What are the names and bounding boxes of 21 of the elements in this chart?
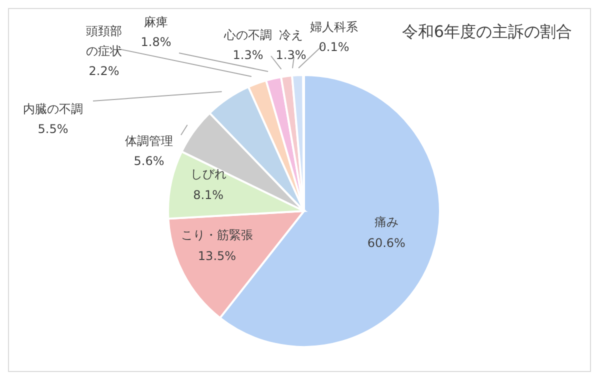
data-label: 13.5% — [198, 248, 236, 263]
data-label: 1.8% — [140, 35, 172, 49]
data-label: 1.3% — [232, 48, 264, 62]
slice-label: 心の不調 — [223, 28, 272, 42]
slice-label: 痛み — [374, 215, 398, 230]
slice-label: 体調管理 — [125, 134, 173, 148]
data-label: 60.6% — [367, 236, 406, 250]
slice-label: しびれ — [190, 166, 226, 181]
slice-label: 麻痺 — [144, 15, 168, 29]
slice-label: 冷え — [279, 28, 303, 42]
slice-label: こり・筋緊張 — [181, 228, 253, 242]
text: 令和6年度の主訴の割合 — [402, 22, 572, 41]
data-label: 8.1% — [193, 188, 224, 202]
data-label: 2.2% — [88, 64, 120, 78]
slice-label: 頭頚部の症状 — [86, 24, 122, 58]
slice-label: 婦人科系 — [310, 20, 358, 34]
data-label: 5.6% — [134, 154, 164, 168]
data-label: 1.3% — [276, 48, 306, 62]
slice-label: 内臓の不調 — [23, 102, 83, 116]
data-label: 5.5% — [38, 122, 68, 136]
data-label: 0.1% — [318, 40, 350, 54]
